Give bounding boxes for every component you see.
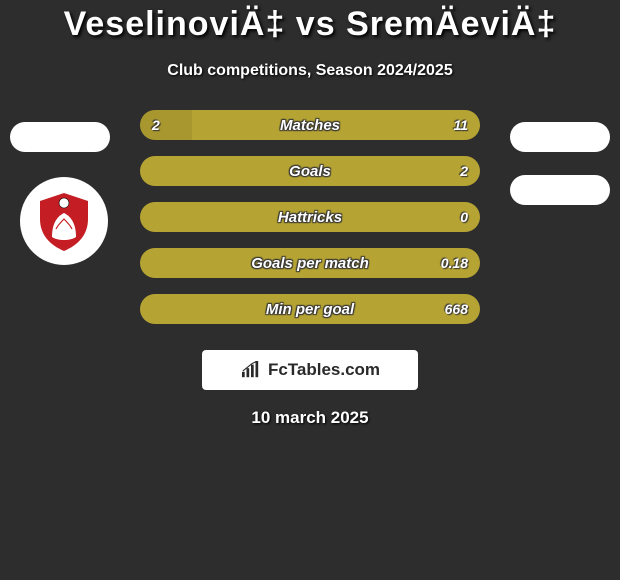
stat-row: Min per goal668 bbox=[140, 294, 480, 324]
bar-segment-right bbox=[140, 294, 480, 324]
date-label: 10 march 2025 bbox=[0, 408, 620, 428]
stat-row: Matches211 bbox=[140, 110, 480, 140]
stat-row: Goals2 bbox=[140, 156, 480, 186]
page-subtitle: Club competitions, Season 2024/2025 bbox=[0, 62, 620, 80]
stat-row: Hattricks0 bbox=[140, 202, 480, 232]
stat-row: Goals per match0.18 bbox=[140, 248, 480, 278]
bar-segment-left bbox=[140, 110, 192, 140]
bar-segment-right bbox=[140, 202, 480, 232]
bar-segment-right bbox=[140, 248, 480, 278]
stats-card: VeselinoviÄ‡ vs SremÄeviÄ‡ Club competit… bbox=[0, 0, 620, 428]
bar-segment-right bbox=[140, 156, 480, 186]
brand-text: FcTables.com bbox=[268, 360, 380, 380]
brand-logo: FcTables.com bbox=[202, 350, 418, 390]
comparison-chart: Matches211 Goals2 Hattricks0 Goals per matc… bbox=[0, 110, 620, 340]
page-title: VeselinoviÄ‡ vs SremÄeviÄ‡ bbox=[0, 5, 620, 44]
bar-segment-right bbox=[192, 110, 480, 140]
bar-chart-icon bbox=[240, 361, 262, 379]
